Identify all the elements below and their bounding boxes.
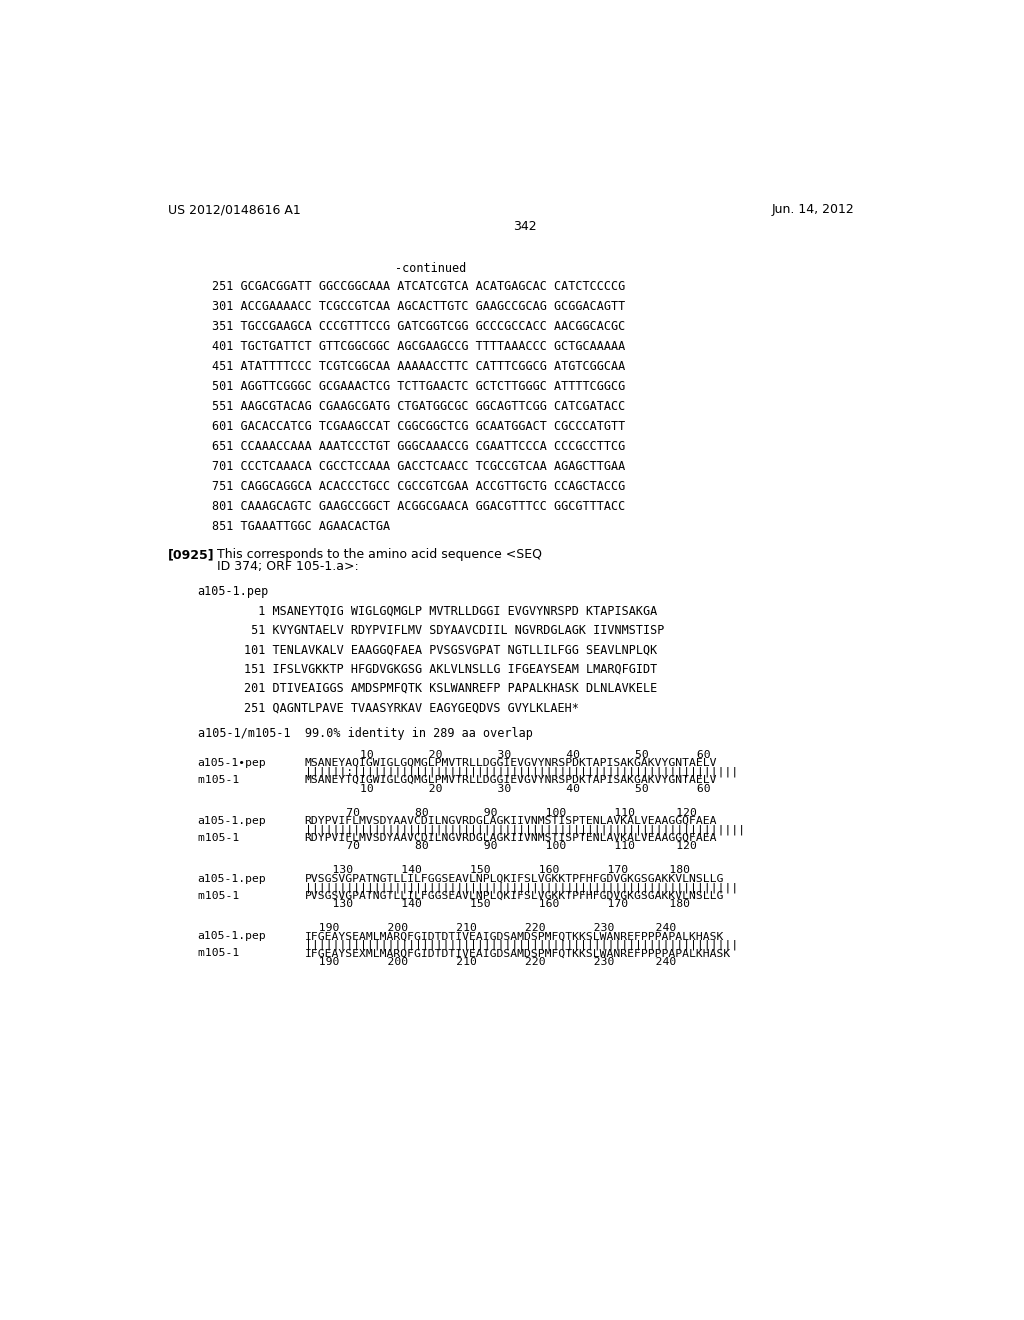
Text: PVSGSVGPATNGTLLILFGGSEAVLNPLQKIFSLVGKKTPFHFGDVGKGSGAKKVLNSLLG: PVSGSVGPATNGTLLILFGGSEAVLNPLQKIFSLVGKKTP…: [305, 891, 724, 900]
Text: 1 MSANEYTQIG WIGLGQMGLP MVTRLLDGGI EVGVYNRSPD KTAPISAKGA: 1 MSANEYTQIG WIGLGQMGLP MVTRLLDGGI EVGVY…: [245, 605, 657, 618]
Text: 51 KVYGNTAELV RDYPVIFLMV SDYAAVCDIIL NGVRDGLAGK IIVNMSTISP: 51 KVYGNTAELV RDYPVIFLMV SDYAAVCDIIL NGV…: [245, 624, 665, 638]
Text: a105-1.pep: a105-1.pep: [198, 585, 269, 598]
Text: ID 374; ORF 105-1.a>:: ID 374; ORF 105-1.a>:: [217, 560, 358, 573]
Text: 251 GCGACGGATT GGCCGGCAAA ATCATCGTCA ACATGAGCAC CATCTCCCCG: 251 GCGACGGATT GGCCGGCAAA ATCATCGTCA ACA…: [212, 280, 625, 293]
Text: 401 TGCTGATTCT GTTCGGCGGC AGCGAAGCCG TTTTAAACCC GCTGCAAAAA: 401 TGCTGATTCT GTTCGGCGGC AGCGAAGCCG TTT…: [212, 341, 625, 354]
Text: MSANEYAQIGWIGLGQMGLPMVTRLLDGGIEVGVYNRSPDKTAPISAKGAKVYGNTAELV: MSANEYAQIGWIGLGQMGLPMVTRLLDGGIEVGVYNRSPD…: [305, 758, 717, 768]
Text: -continued: -continued: [394, 263, 466, 276]
Text: PVSGSVGPATNGTLLILFGGSEAVLNPLQKIFSLVGKKTPFHFGDVGKGSGAKKVLNSLLG: PVSGSVGPATNGTLLILFGGSEAVLNPLQKIFSLVGKKTP…: [305, 874, 724, 883]
Text: 190       200       210       220       230      240: 190 200 210 220 230 240: [305, 923, 676, 933]
Text: 451 ATATTTTCCC TCGTCGGCAA AAAAACCTTC CATTTCGGCG ATGTCGGCAA: 451 ATATTTTCCC TCGTCGGCAA AAAAACCTTC CAT…: [212, 360, 625, 374]
Text: 551 AAGCGTACAG CGAAGCGATG CTGATGGCGC GGCAGTTCGG CATCGATACC: 551 AAGCGTACAG CGAAGCGATG CTGATGGCGC GGC…: [212, 400, 625, 413]
Text: 751 CAGGCAGGCA ACACCCTGCC CGCCGTCGAA ACCGTTGCTG CCAGCTACCG: 751 CAGGCAGGCA ACACCCTGCC CGCCGTCGAA ACC…: [212, 480, 625, 494]
Text: 801 CAAAGCAGTC GAAGCCGGCT ACGGCGAACA GGACGTTTCC GGCGTTTACC: 801 CAAAGCAGTC GAAGCCGGCT ACGGCGAACA GGA…: [212, 500, 625, 513]
Text: 301 ACCGAAAACC TCGCCGTCAA AGCACTTGTC GAAGCCGCAG GCGGACAGTT: 301 ACCGAAAACC TCGCCGTCAA AGCACTTGTC GAA…: [212, 300, 625, 313]
Text: ||||||||||||||||||||||||||||||||||||||||||||||||||||||||||||||||: ||||||||||||||||||||||||||||||||||||||||…: [305, 825, 744, 836]
Text: 10        20        30        40        50       60: 10 20 30 40 50 60: [305, 784, 711, 793]
Text: 190       200       210       220       230      240: 190 200 210 220 230 240: [305, 957, 676, 966]
Text: a105-1.pep: a105-1.pep: [198, 932, 266, 941]
Text: m105-1: m105-1: [198, 949, 260, 958]
Text: US 2012/0148616 A1: US 2012/0148616 A1: [168, 203, 301, 216]
Text: 342: 342: [513, 220, 537, 234]
Text: |||||||||||||||||||||||||||||||||||||||||||||||||||||||||||||||: ||||||||||||||||||||||||||||||||||||||||…: [305, 882, 738, 892]
Text: This corresponds to the amino acid sequence <SEQ: This corresponds to the amino acid seque…: [217, 548, 542, 561]
Text: [0925]: [0925]: [168, 548, 215, 561]
Text: 351 TGCCGAAGCA CCCGTTTCCG GATCGGTCGG GCCCGCCACC AACGGCACGC: 351 TGCCGAAGCA CCCGTTTCCG GATCGGTCGG GCC…: [212, 321, 625, 333]
Text: 851 TGAAATTGGC AGAACACTGA: 851 TGAAATTGGC AGAACACTGA: [212, 520, 390, 533]
Text: 151 IFSLVGKKTP HFGDVGKGSG AKLVLNSLLG IFGEAYSEAM LMARQFGIDT: 151 IFSLVGKKTP HFGDVGKGSG AKLVLNSLLG IFG…: [245, 663, 657, 676]
Text: 70        80        90       100       110      120: 70 80 90 100 110 120: [305, 808, 696, 817]
Text: a105-1.pep: a105-1.pep: [198, 874, 266, 883]
Text: 651 CCAAACCAAA AAATCCCTGT GGGCAAACCG CGAATTCCCA CCCGCCTTCG: 651 CCAAACCAAA AAATCCCTGT GGGCAAACCG CGA…: [212, 441, 625, 453]
Text: 251 QAGNTLPAVE TVAASYRKAV EAGYGEQDVS GVYLKLAEH*: 251 QAGNTLPAVE TVAASYRKAV EAGYGEQDVS GVY…: [245, 701, 580, 714]
Text: a105-1•pep: a105-1•pep: [198, 758, 266, 768]
Text: a105-1.pep: a105-1.pep: [198, 816, 266, 826]
Text: IFGEAYSEAMLMARQFGIDTDTIVEAIGDSAMDSPMFQTKKSLWANREFPPPAPALKHASK: IFGEAYSEAMLMARQFGIDTDTIVEAIGDSAMDSPMFQTK…: [305, 932, 724, 941]
Text: 601 GACACCATCG TCGAAGCCAT CGGCGGCTCG GCAATGGACT CGCCCATGTT: 601 GACACCATCG TCGAAGCCAT CGGCGGCTCG GCA…: [212, 420, 625, 433]
Text: 201 DTIVEAIGGS AMDSPMFQTK KSLWANREFP PAPALKHASK DLNLAVKELE: 201 DTIVEAIGGS AMDSPMFQTK KSLWANREFP PAP…: [245, 682, 657, 696]
Text: IFGEAYSEXMLMARQFGIDTDTIVEAIGDSAMDSPMFQTKKSLWANREFPPPPAPALKHASK: IFGEAYSEXMLMARQFGIDTDTIVEAIGDSAMDSPMFQTK…: [305, 949, 731, 958]
Text: ||||||:||||||||||||||||||||||||||||||||||||||||||||||||||||||||: ||||||:|||||||||||||||||||||||||||||||||…: [305, 767, 738, 777]
Text: |||||||||||||||||||||||||||||||||||||||||||||||||||||||||||||||: ||||||||||||||||||||||||||||||||||||||||…: [305, 940, 738, 950]
Text: 70        80        90       100       110      120: 70 80 90 100 110 120: [305, 841, 696, 851]
Text: a105-1/m105-1  99.0% identity in 289 aa overlap: a105-1/m105-1 99.0% identity in 289 aa o…: [198, 726, 532, 739]
Text: m105-1: m105-1: [198, 775, 260, 785]
Text: 101 TENLAVKALV EAAGGQFAEA PVSGSVGPAT NGTLLILFGG SEAVLNPLQK: 101 TENLAVKALV EAAGGQFAEA PVSGSVGPAT NGT…: [245, 644, 657, 656]
Text: MSANEYTQIGWIGLGQMGLPMVTRLLDGGIEVGVYNRSPDKTAPISAKGAKVYGNTAELV: MSANEYTQIGWIGLGQMGLPMVTRLLDGGIEVGVYNRSPD…: [305, 775, 717, 785]
Text: 10        20        30        40        50       60: 10 20 30 40 50 60: [305, 750, 711, 760]
Text: 130       140       150       160       170      180: 130 140 150 160 170 180: [305, 899, 690, 909]
Text: Jun. 14, 2012: Jun. 14, 2012: [771, 203, 854, 216]
Text: 701 CCCTCAAACA CGCCTCCAAA GACCTCAACC TCGCCGTCAA AGAGCTTGAA: 701 CCCTCAAACA CGCCTCCAAA GACCTCAACC TCG…: [212, 461, 625, 474]
Text: m105-1: m105-1: [198, 891, 260, 900]
Text: 501 AGGTTCGGGC GCGAAACTCG TCTTGAACTC GCTCTTGGGC ATTTTCGGCG: 501 AGGTTCGGGC GCGAAACTCG TCTTGAACTC GCT…: [212, 380, 625, 393]
Text: RDYPVIFLMVSDYAAVCDILNGVRDGLAGKIIVNMSTISPTENLAVKALVEAAGGQFAEA: RDYPVIFLMVSDYAAVCDILNGVRDGLAGKIIVNMSTISP…: [305, 833, 717, 843]
Text: 130       140       150       160       170      180: 130 140 150 160 170 180: [305, 866, 690, 875]
Text: m105-1: m105-1: [198, 833, 260, 843]
Text: RDYPVIFLMVSDYAAVCDILNGVRDGLAGKIIVNMSTISPTENLAVKALVEAAGGQFAEA: RDYPVIFLMVSDYAAVCDILNGVRDGLAGKIIVNMSTISP…: [305, 816, 717, 826]
